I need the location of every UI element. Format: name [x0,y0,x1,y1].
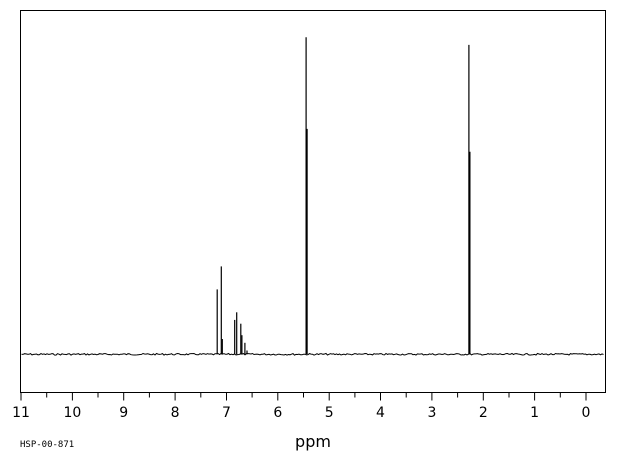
x-tick-label: 6 [273,405,282,421]
x-tick-label: 11 [12,405,30,421]
x-tick-label: 5 [325,405,334,421]
spectrum-line [21,352,604,356]
x-tick-label: 7 [222,405,231,421]
plot-frame [20,10,606,393]
x-tick-label: 1 [530,405,539,421]
x-tick-label: 2 [479,405,488,421]
x-tick-label: 9 [119,405,128,421]
peak-group [216,37,471,355]
x-tick-label: 0 [582,405,591,421]
x-tick-label: 8 [171,405,180,421]
x-tick-label: 10 [63,405,81,421]
spectrum-code: HSP-00-871 [20,440,74,450]
x-tick-label: 3 [427,405,436,421]
x-axis-ticks: 11 10 9 8 7 6 5 4 3 2 1 0 [12,392,591,421]
x-axis-title: ppm [295,432,331,451]
x-tick-label: 4 [376,405,385,421]
